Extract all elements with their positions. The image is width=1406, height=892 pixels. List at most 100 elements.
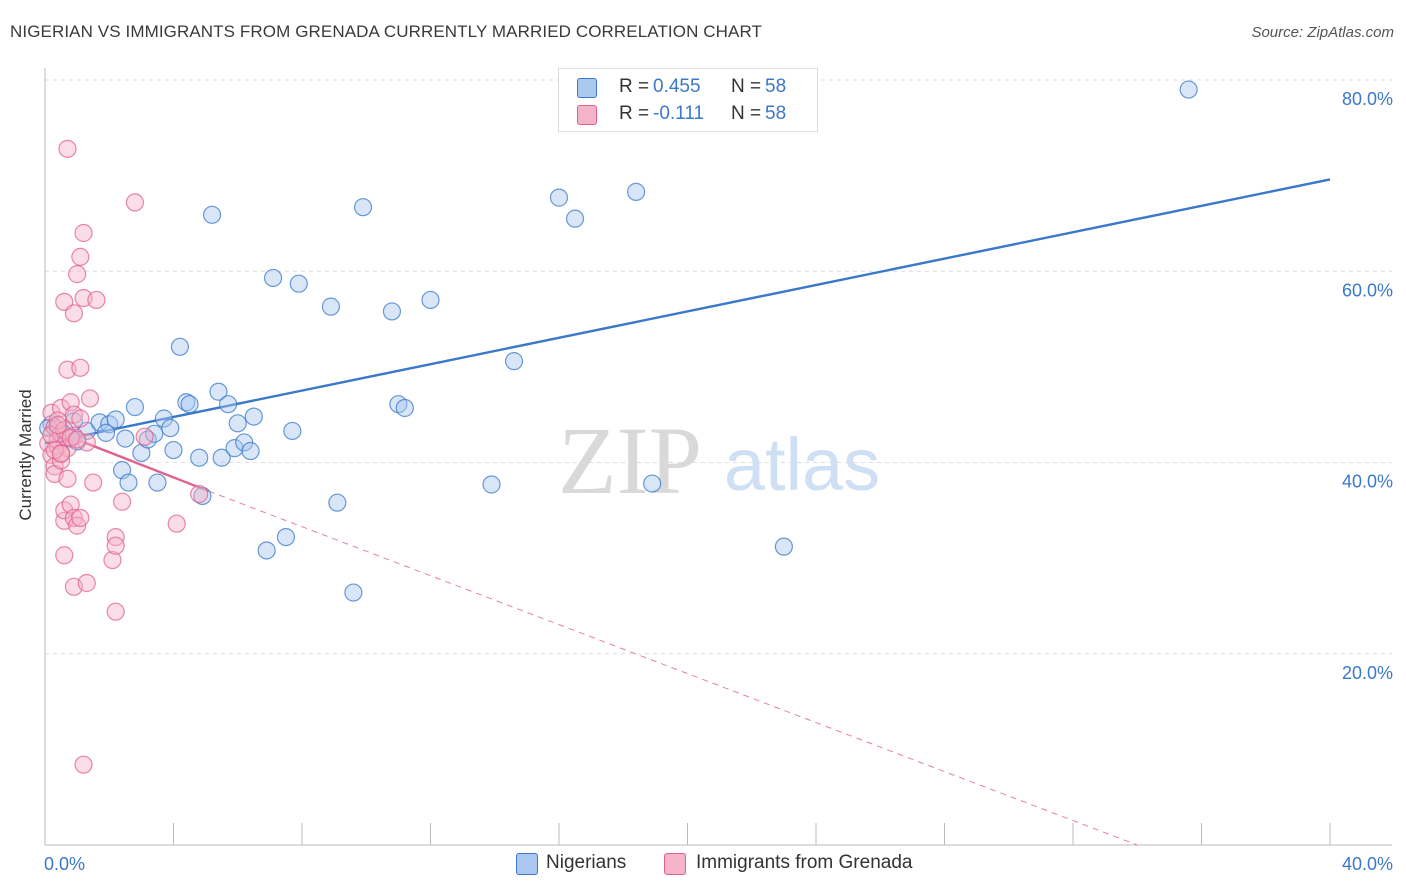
r-value: -0.111 [653,103,705,124]
grenada-point[interactable] [190,484,209,504]
grenada-point[interactable] [103,550,122,570]
grenada-point[interactable] [74,755,93,774]
nigerians-point[interactable] [125,397,145,417]
grenada-point[interactable] [61,428,80,447]
nigerians-point[interactable] [276,527,296,547]
nigerians-point[interactable] [154,409,173,428]
watermark-zip: ZIP [558,407,702,514]
grenada-point[interactable] [55,546,74,565]
chart-title: NIGERIAN VS IMMIGRANTS FROM GRENADA CURR… [10,22,763,41]
grenada-point[interactable] [58,139,77,158]
nigerians-point[interactable] [161,418,180,438]
grenada-swatch [577,105,597,125]
nigerians-point[interactable] [643,474,662,493]
nigerians-point[interactable] [382,302,402,321]
grenada-point[interactable] [58,469,77,488]
grenada-point[interactable] [106,602,125,621]
nigerians-point[interactable] [193,486,212,506]
grenada-point[interactable] [68,265,87,284]
nigerians-point[interactable] [626,182,646,201]
legend-label-grenada: Immigrants from Grenada [696,852,913,873]
nigerians-point[interactable] [190,448,209,467]
nigerians-point[interactable] [565,209,585,228]
grenada-point[interactable] [87,290,106,310]
grenada-point[interactable] [77,573,96,593]
legend-label-nigerians: Nigerians [546,852,627,873]
nigerians-point[interactable] [148,473,167,492]
nigerians-point[interactable] [482,475,501,494]
source-credit: Source: ZipAtlas.com [1251,24,1394,41]
grenada-point[interactable] [106,536,125,555]
grenada-point[interactable] [68,430,87,449]
y-tick-label: 80.0% [1342,89,1393,109]
nigerians-point[interactable] [170,337,190,356]
grenada-point[interactable] [112,492,132,511]
nigerians-point[interactable] [164,440,183,460]
nigerians-point[interactable] [421,290,440,310]
n-value: 58 [765,103,787,124]
grenada-point[interactable] [125,193,145,212]
grenada-point[interactable] [84,473,103,492]
grenada-point[interactable] [51,444,71,463]
nigerians-point[interactable] [106,410,125,429]
nigerians-point[interactable] [180,395,199,414]
grenada-point[interactable] [71,358,90,377]
nigerians-point[interactable] [228,414,247,433]
stats-legend: R = 0.455 N = 58 R = -0.111 N = 58 [558,68,818,132]
nigerians-point[interactable] [96,423,116,442]
nigerians-point[interactable] [283,421,302,441]
n-label: N = [731,76,762,97]
watermark: ZIP atlas [558,407,880,514]
nigerians-swatch [577,78,597,98]
nigerians-point[interactable] [116,429,135,448]
nigerians-point[interactable] [289,274,308,293]
nigerians-point[interactable] [244,407,263,426]
nigerians-trend-line [44,178,1331,445]
nigerians-point[interactable] [263,268,283,288]
gridlines [45,79,1392,655]
grenada-point[interactable] [71,247,90,267]
nigerians-point[interactable] [257,541,276,560]
r-value: 0.455 [653,76,701,97]
nigerians-point[interactable] [328,493,347,512]
grenada-trend-extension [208,490,1138,846]
nigerians-point[interactable] [774,537,793,556]
x-tick-label: 40.0% [1342,854,1393,874]
nigerians-point[interactable] [209,382,228,401]
grenada-point[interactable] [80,389,100,408]
nigerians-legend-swatch [516,853,538,875]
nigerians-point[interactable] [395,398,414,418]
grenada-point[interactable] [61,495,80,514]
axes [44,68,1392,846]
grenada-point[interactable] [71,409,90,428]
grenada-point[interactable] [74,223,93,243]
nigerians-point[interactable] [321,297,341,316]
grenada-legend-swatch [664,853,686,875]
grenada-point[interactable] [64,304,84,323]
y-tick-label: 60.0% [1342,280,1393,300]
nigerians-point[interactable] [353,198,373,217]
nigerians-point[interactable] [1179,80,1198,99]
x-tick-label: 0.0% [44,854,85,874]
tick-labels: 20.0% 40.0% 60.0% 80.0% 0.0% 40.0% [44,89,1393,874]
nigerians-point[interactable] [344,583,363,602]
r-label: R = [619,76,650,97]
data-points [39,80,1198,774]
nigerians-point[interactable] [177,393,196,412]
nigerians-point[interactable] [504,352,524,371]
nigerians-point[interactable] [549,188,569,207]
y-tick-label: 20.0% [1342,663,1393,683]
nigerians-point[interactable] [202,205,222,224]
grenada-point[interactable] [167,514,186,533]
nigerians-point[interactable] [119,473,138,492]
r-label: R = [619,103,650,124]
grenada-point[interactable] [71,508,90,528]
grenada-point[interactable] [48,416,67,435]
grenada-point[interactable] [48,411,67,430]
nigerians-point[interactable] [219,395,238,414]
nigerians-point[interactable] [241,441,260,461]
grenada-point[interactable] [135,427,154,446]
y-tick-label: 40.0% [1342,472,1393,492]
n-label: N = [731,103,762,124]
nigerians-point[interactable] [212,448,231,467]
